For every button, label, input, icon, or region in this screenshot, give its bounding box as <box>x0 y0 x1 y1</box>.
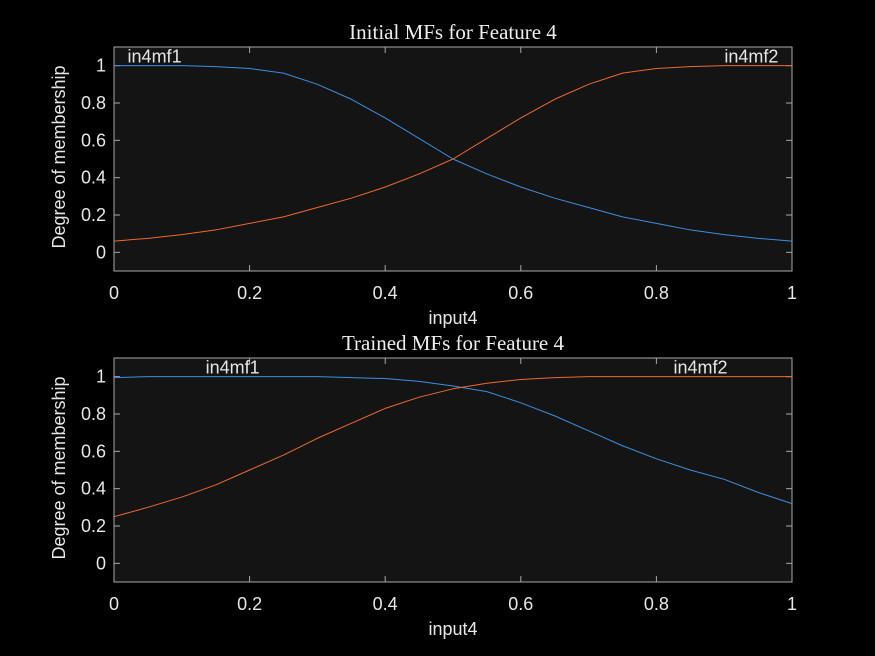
y-tick-label: 0.8 <box>81 93 106 113</box>
plot-marks: 0 0.2 0.4 0.6 0.8 1 0 0.2 0.4 0.6 0.8 1 in4mf1 in4mf2 <box>81 358 797 614</box>
plot-area <box>113 357 793 583</box>
y-tick-label: 1 <box>96 56 106 76</box>
plot-marks: 0 0.2 0.4 0.6 0.8 1 0 0.2 0.4 0.6 0.8 1 in4mf1 in4mf2 <box>81 47 797 303</box>
series-label-in4mf2: in4mf2 <box>724 47 778 67</box>
y-axis-label: Degree of membership <box>49 376 69 559</box>
series-line-in4mf2 <box>113 376 792 518</box>
x-tick-label: 0.8 <box>644 283 669 303</box>
y-tick-label: 0.4 <box>81 168 106 188</box>
x-axis-label: input4 <box>428 619 477 639</box>
x-tick-label: 0.6 <box>508 283 533 303</box>
x-tick-label: 1 <box>787 283 797 303</box>
y-tick-label: 1 <box>96 367 106 387</box>
x-tick-label: 0.2 <box>237 594 262 614</box>
x-axis-label: input4 <box>428 308 477 328</box>
initial-mfs-chart: Initial MFs for Feature 4 0 0.2 0.4 0.6 0.8 1… <box>49 20 797 328</box>
x-tick-label: 0 <box>109 283 119 303</box>
x-tick-label: 0.4 <box>373 594 398 614</box>
series-label-in4mf1: in4mf1 <box>206 358 260 378</box>
y-tick-label: 0.4 <box>81 479 106 499</box>
y-tick-label: 0 <box>96 242 106 262</box>
chart-title: Trained MFs for Feature 4 <box>342 331 565 355</box>
series-line-in4mf1 <box>113 376 793 505</box>
y-tick-label: 0.2 <box>81 205 106 225</box>
series-label-in4mf2: in4mf2 <box>673 358 727 378</box>
x-tick-label: 1 <box>787 594 797 614</box>
x-tick-label: 0.2 <box>237 283 262 303</box>
y-tick-label: 0.2 <box>81 516 106 536</box>
x-tick-label: 0 <box>109 594 119 614</box>
x-tick-label: 0.4 <box>373 283 398 303</box>
trained-mfs-chart: Trained MFs for Feature 4 0 0.2 0.4 0.6 0.8 1… <box>49 331 797 639</box>
y-tick-label: 0 <box>96 553 106 573</box>
y-tick-label: 0.6 <box>81 441 106 461</box>
y-axis-label: Degree of membership <box>49 65 69 248</box>
series-label-in4mf1: in4mf1 <box>128 47 182 67</box>
x-tick-label: 0.8 <box>644 594 669 614</box>
chart-title: Initial MFs for Feature 4 <box>349 20 557 44</box>
y-tick-label: 0.8 <box>81 404 106 424</box>
y-tick-label: 0.6 <box>81 130 106 150</box>
series-line-in4mf2 <box>113 65 792 242</box>
x-tick-label: 0.6 <box>508 594 533 614</box>
